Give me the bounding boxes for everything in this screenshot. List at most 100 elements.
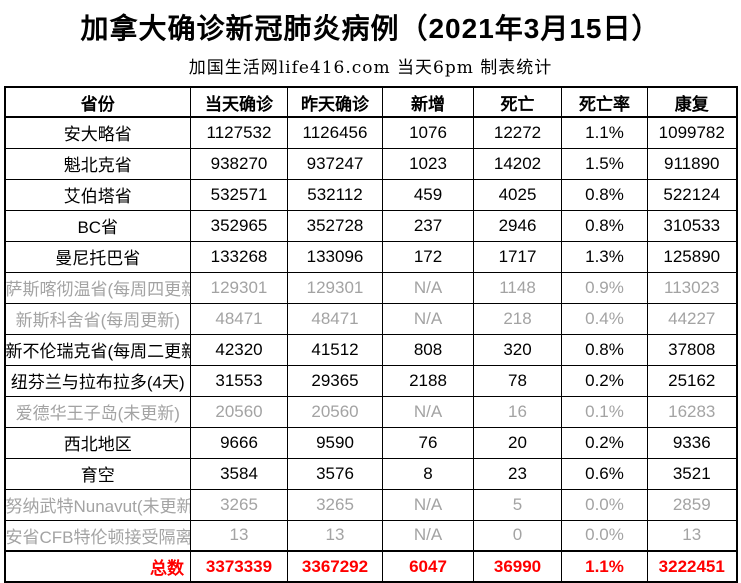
deaths-cell: 16 [473, 395, 562, 428]
total-label: 总数 [4, 550, 191, 583]
total-new-cell: 6047 [382, 550, 474, 583]
new-cases-cell: 1076 [382, 116, 474, 149]
table-row: 安大略省 1127532 1126456 1076 12272 1.1% 109… [4, 116, 737, 149]
new-cases-cell: 808 [382, 333, 474, 366]
province-cell: BC省 [4, 209, 191, 242]
deaths-cell: 23 [473, 457, 562, 490]
table-row: 新不伦瑞克省(每周二更新) 42320 41512 808 320 0.8% 3… [4, 333, 737, 366]
page-subtitle: 加国生活网life416.com 当天6pm 制表统计 [188, 58, 553, 78]
death-rate-cell: 1.1% [561, 116, 648, 149]
deaths-cell: 1717 [473, 240, 562, 273]
recovered-cell: 125890 [647, 240, 737, 273]
province-cell: 西北地区 [4, 426, 191, 459]
yesterday-confirmed-cell: 1126456 [287, 116, 383, 149]
column-header-recovered: 康复 [647, 86, 737, 118]
death-rate-cell: 0.2% [561, 426, 648, 459]
recovered-cell: 13 [647, 519, 737, 552]
recovered-cell: 3521 [647, 457, 737, 490]
death-rate-cell: 0.8% [561, 209, 648, 242]
total-yesterday-cell: 3367292 [287, 550, 383, 583]
new-cases-cell: 2188 [382, 364, 474, 397]
death-rate-cell: 0.9% [561, 271, 648, 304]
new-cases-cell: N/A [382, 488, 474, 521]
deaths-cell: 14202 [473, 147, 562, 180]
table-row: 育空 3584 3576 8 23 0.6% 3521 [4, 457, 737, 490]
death-rate-cell: 0.0% [561, 488, 648, 521]
table-row: BC省 352965 352728 237 2946 0.8% 310533 [4, 209, 737, 242]
yesterday-confirmed-cell: 13 [287, 519, 383, 552]
today-confirmed-cell: 42320 [190, 333, 288, 366]
yesterday-confirmed-cell: 41512 [287, 333, 383, 366]
yesterday-confirmed-cell: 133096 [287, 240, 383, 273]
today-confirmed-cell: 532571 [190, 178, 288, 211]
new-cases-cell: 1023 [382, 147, 474, 180]
today-confirmed-cell: 48471 [190, 302, 288, 335]
yesterday-confirmed-cell: 937247 [287, 147, 383, 180]
table-row: 爱德华王子岛(未更新) 20560 20560 N/A 16 0.1% 1628… [4, 395, 737, 428]
today-confirmed-cell: 352965 [190, 209, 288, 242]
column-header-today: 当天确诊 [190, 86, 288, 118]
new-cases-cell: N/A [382, 302, 474, 335]
province-cell: 新斯科舍省(每周更新) [4, 302, 191, 335]
table-row: 努纳武特Nunavut(未更新) 3265 3265 N/A 5 0.0% 28… [4, 488, 737, 521]
total-deaths-cell: 36990 [473, 550, 562, 583]
deaths-cell: 12272 [473, 116, 562, 149]
recovered-cell: 911890 [647, 147, 737, 180]
table-row: 曼尼托巴省 133268 133096 172 1717 1.3% 125890 [4, 240, 737, 273]
yesterday-confirmed-cell: 3576 [287, 457, 383, 490]
total-row: 总数 3373339 3367292 6047 36990 1.1% 32224… [4, 550, 737, 583]
deaths-cell: 1148 [473, 271, 562, 304]
new-cases-cell: 76 [382, 426, 474, 459]
recovered-cell: 44227 [647, 302, 737, 335]
province-cell: 萨斯喀彻温省(每周四更新) [4, 271, 191, 304]
today-confirmed-cell: 9666 [190, 426, 288, 459]
today-confirmed-cell: 20560 [190, 395, 288, 428]
table-row: 萨斯喀彻温省(每周四更新) 129301 129301 N/A 1148 0.9… [4, 271, 737, 304]
recovered-cell: 522124 [647, 178, 737, 211]
column-header-new: 新增 [382, 86, 474, 118]
recovered-cell: 25162 [647, 364, 737, 397]
column-header-death-rate: 死亡率 [561, 86, 648, 118]
total-today-cell: 3373339 [190, 550, 288, 583]
deaths-cell: 0 [473, 519, 562, 552]
death-rate-cell: 0.6% [561, 457, 648, 490]
province-cell: 魁北克省 [4, 147, 191, 180]
province-cell: 曼尼托巴省 [4, 240, 191, 273]
table-row: 西北地区 9666 9590 76 20 0.2% 9336 [4, 426, 737, 459]
page-title: 加拿大确诊新冠肺炎病例（2021年3月15日） [80, 13, 661, 44]
yesterday-confirmed-cell: 129301 [287, 271, 383, 304]
table-row: 纽芬兰与拉布拉多(4天) 31553 29365 2188 78 0.2% 25… [4, 364, 737, 397]
deaths-cell: 4025 [473, 178, 562, 211]
death-rate-cell: 0.1% [561, 395, 648, 428]
death-rate-cell: 1.5% [561, 147, 648, 180]
deaths-cell: 2946 [473, 209, 562, 242]
yesterday-confirmed-cell: 29365 [287, 364, 383, 397]
death-rate-cell: 1.3% [561, 240, 648, 273]
yesterday-confirmed-cell: 48471 [287, 302, 383, 335]
new-cases-cell: N/A [382, 395, 474, 428]
new-cases-cell: 459 [382, 178, 474, 211]
new-cases-cell: N/A [382, 519, 474, 552]
province-cell: 育空 [4, 457, 191, 490]
today-confirmed-cell: 31553 [190, 364, 288, 397]
table-row: 新斯科舍省(每周更新) 48471 48471 N/A 218 0.4% 442… [4, 302, 737, 335]
province-cell: 新不伦瑞克省(每周二更新) [4, 333, 191, 366]
column-header-yesterday: 昨天确诊 [287, 86, 383, 118]
recovered-cell: 1099782 [647, 116, 737, 149]
covid-stats-table: 省份 当天确诊 昨天确诊 新增 死亡 死亡率 康复 安大略省 1127532 1… [3, 86, 738, 583]
province-cell: 努纳武特Nunavut(未更新) [4, 488, 191, 521]
today-confirmed-cell: 1127532 [190, 116, 288, 149]
column-header-deaths: 死亡 [473, 86, 562, 118]
today-confirmed-cell: 3584 [190, 457, 288, 490]
province-cell: 安省CFB特伦顿接受隔离 [4, 519, 191, 552]
today-confirmed-cell: 938270 [190, 147, 288, 180]
recovered-cell: 16283 [647, 395, 737, 428]
column-header-province: 省份 [4, 86, 191, 118]
deaths-cell: 20 [473, 426, 562, 459]
table-header: 省份 当天确诊 昨天确诊 新增 死亡 死亡率 康复 [4, 86, 737, 118]
recovered-cell: 113023 [647, 271, 737, 304]
new-cases-cell: 8 [382, 457, 474, 490]
province-cell: 安大略省 [4, 116, 191, 149]
death-rate-cell: 0.0% [561, 519, 648, 552]
death-rate-cell: 0.8% [561, 178, 648, 211]
